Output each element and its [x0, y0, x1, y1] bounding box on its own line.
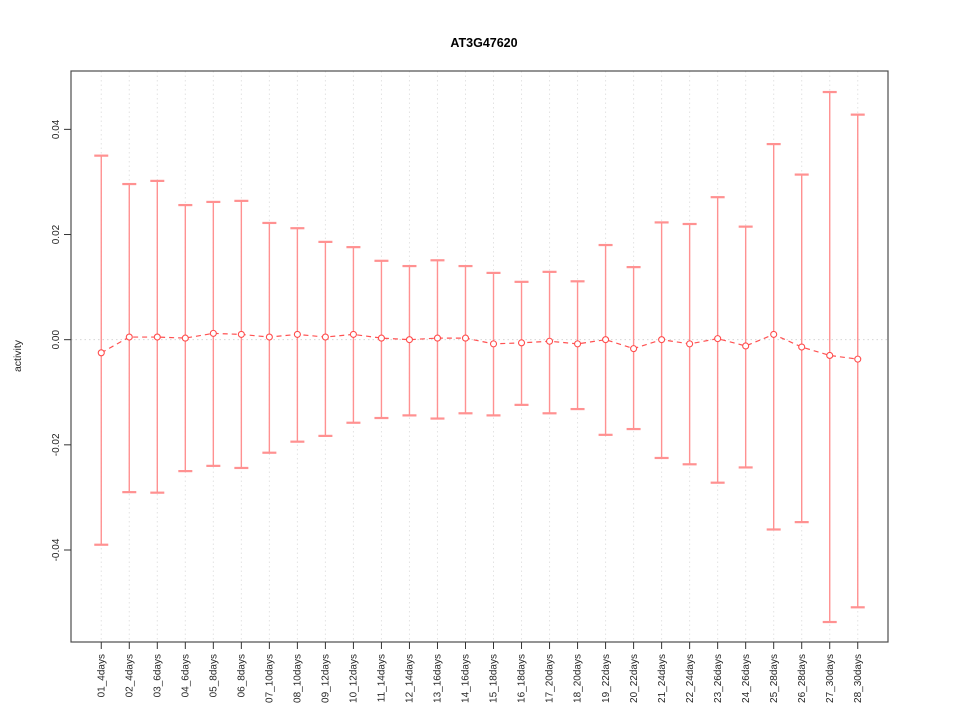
- data-point-marker: [237, 330, 245, 338]
- y-tick-label: -0.02: [51, 433, 62, 456]
- chart-title: AT3G47620: [450, 36, 517, 50]
- x-tick-label: 23_26days: [713, 654, 724, 703]
- x-tick-label: 16_18days: [517, 654, 528, 703]
- data-point-marker: [545, 337, 554, 345]
- x-tick-label: 11_14days: [377, 654, 388, 702]
- y-tick-label: 0.00: [51, 330, 62, 350]
- y-tick-label: -0.04: [51, 538, 62, 561]
- data-point-marker: [405, 336, 414, 344]
- x-tick-label: 13_16days: [433, 654, 444, 703]
- data-point-marker: [658, 336, 666, 344]
- data-point-marker: [153, 333, 161, 341]
- x-tick-label: 09_12days: [321, 654, 332, 703]
- data-point-marker: [854, 355, 862, 363]
- x-tick-label: 08_10days: [293, 654, 304, 703]
- data-point-marker: [321, 333, 329, 341]
- data-point-marker: [461, 334, 470, 342]
- x-tick-label: 18_20days: [573, 654, 584, 703]
- x-tick-label: 26_28days: [797, 654, 808, 703]
- data-point-marker: [433, 334, 442, 342]
- x-tick-label: 24_26days: [741, 654, 752, 703]
- data-point-marker: [686, 340, 694, 348]
- x-tick-label: 04_6days: [181, 654, 192, 697]
- data-point-marker: [770, 330, 778, 338]
- data-point-marker: [125, 333, 133, 341]
- x-tick-label: 27_30days: [825, 654, 836, 703]
- x-tick-label: 20_22days: [629, 654, 640, 703]
- data-point-marker: [489, 340, 498, 348]
- plot-dynamic: 01_4days 02_4days 03_6days 04_6days 05_8days…: [51, 70, 889, 703]
- x-tick-label: 07_10days: [265, 654, 276, 703]
- x-tick-label: 02_4days: [124, 654, 135, 697]
- data-point-marker: [826, 351, 834, 359]
- data-point-marker: [602, 336, 610, 344]
- data-point-marker: [97, 349, 105, 357]
- data-point-marker: [574, 340, 582, 348]
- data-point-marker: [181, 334, 189, 342]
- x-tick-label: 12_14days: [405, 654, 416, 703]
- data-point-marker: [349, 330, 357, 338]
- x-tick-label: 01_4days: [96, 654, 107, 697]
- x-tick-label: 19_22days: [601, 654, 612, 703]
- data-point-marker: [265, 333, 273, 341]
- series-line: [100, 332, 858, 360]
- data-point-marker: [377, 334, 385, 342]
- x-tick-label: 21_24days: [657, 654, 668, 703]
- data-point-marker: [517, 339, 526, 347]
- y-tick-label: 0.02: [51, 224, 62, 244]
- data-point-marker: [714, 335, 722, 343]
- x-tick-label: 25_28days: [769, 654, 780, 703]
- plot-box: [70, 70, 889, 643]
- x-tick-label: 28_30days: [853, 654, 864, 703]
- data-point-marker: [742, 342, 750, 350]
- data-point-marker: [293, 330, 301, 338]
- x-tick-label: 10_12days: [349, 654, 360, 703]
- x-tick-label: 22_24days: [685, 654, 696, 703]
- data-point-marker: [209, 329, 217, 337]
- x-tick-label: 05_8days: [209, 654, 220, 697]
- y-axis-title: activity: [12, 339, 24, 372]
- x-tick-label: 06_8days: [237, 654, 248, 697]
- data-point-marker: [798, 343, 806, 351]
- x-tick-label: 14_16days: [461, 654, 472, 703]
- y-tick-label: 0.04: [51, 119, 62, 139]
- data-point-marker: [630, 345, 638, 353]
- x-tick-label: 15_18days: [489, 654, 500, 703]
- x-tick-label: 03_6days: [152, 654, 163, 697]
- x-tick-label: 17_20days: [545, 654, 556, 703]
